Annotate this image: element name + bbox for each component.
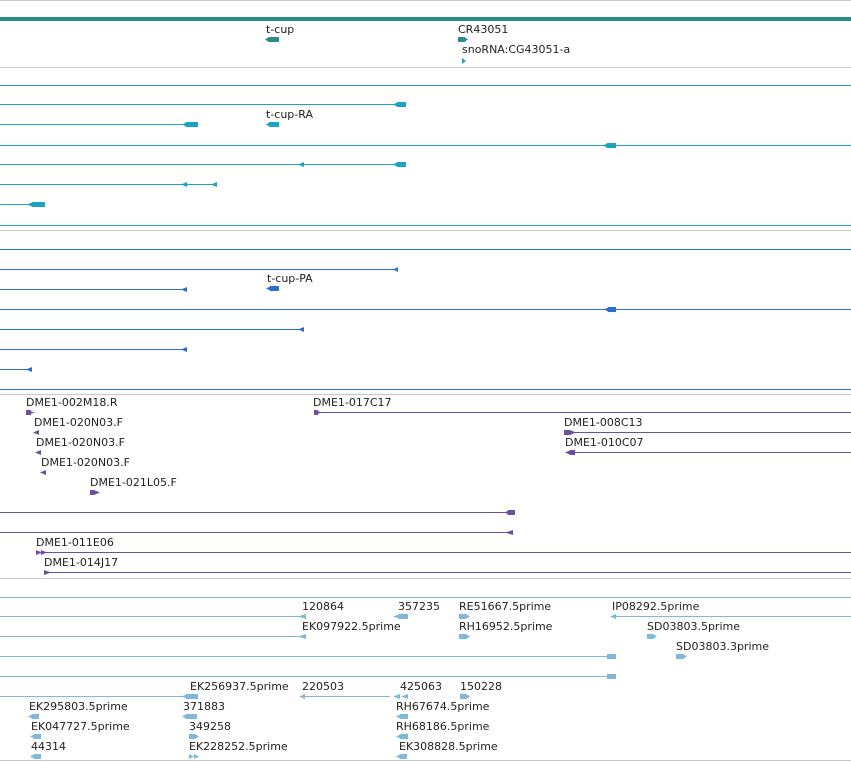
est-label[interactable]: RH67674.5prime — [396, 700, 490, 713]
track-separator — [0, 760, 851, 761]
gene-label[interactable]: CR43051 — [458, 23, 509, 36]
clone-label[interactable]: DME1-021L05.F — [90, 476, 177, 489]
gene-span-bar — [0, 17, 851, 21]
track-separator — [0, 67, 851, 68]
transcript-label[interactable]: t-cup-RA — [266, 108, 313, 121]
clone-label[interactable]: DME1-020N03.F — [36, 436, 125, 449]
est-label[interactable]: 349258 — [189, 720, 231, 733]
clone-label[interactable]: DME1-008C13 — [564, 416, 643, 429]
est-label[interactable]: RE51667.5prime — [459, 600, 552, 613]
clone-label[interactable]: DME1-011E06 — [36, 536, 114, 549]
gene-label[interactable]: snoRNA:CG43051-a — [462, 43, 571, 56]
gene-label[interactable]: t-cup — [266, 23, 295, 36]
transcript-glyph-t-cup-RA — [269, 122, 279, 127]
est-label[interactable]: 425063 — [400, 680, 442, 693]
est-label[interactable]: IP08292.5prime — [612, 600, 700, 613]
est-label[interactable]: RH16952.5prime — [459, 620, 553, 633]
est-label[interactable]: SD03803.5prime — [647, 620, 740, 633]
track-separator — [0, 578, 851, 579]
clone-label[interactable]: DME1-010C07 — [565, 436, 644, 449]
protein-glyph-t-cup-PA — [270, 286, 279, 291]
est-label[interactable]: 120864 — [302, 600, 344, 613]
est-label[interactable]: EK097922.5prime — [302, 620, 401, 633]
est-track — [0, 597, 851, 759]
protein-track — [0, 249, 851, 390]
gene-arrow-CR43051 — [464, 37, 468, 42]
est-label[interactable]: SD03803.3prime — [676, 640, 769, 653]
est-label[interactable]: EK295803.5prime — [29, 700, 128, 713]
est-label[interactable]: 150228 — [460, 680, 502, 693]
clone-label[interactable]: DME1-017C17 — [313, 396, 392, 409]
est-label[interactable]: 44314 — [31, 740, 66, 753]
est-label[interactable]: EK228252.5prime — [189, 740, 288, 753]
est-label[interactable]: EK047727.5prime — [31, 720, 130, 733]
gene-glyph-snoRNA[interactable] — [462, 58, 466, 64]
track-separator — [0, 230, 851, 231]
clone-label[interactable]: DME1-020N03.F — [41, 456, 130, 469]
track-separator — [0, 394, 851, 395]
transcript-track — [0, 85, 851, 226]
est-label[interactable]: EK256937.5prime — [190, 680, 289, 693]
clone-track — [0, 410, 851, 575]
est-label[interactable]: 371883 — [183, 700, 225, 713]
gene-glyph-t-cup[interactable] — [268, 37, 279, 42]
clone-label[interactable]: DME1-014J17 — [44, 556, 119, 569]
protein-label[interactable]: t-cup-PA — [267, 272, 313, 285]
clone-label[interactable]: DME1-002M18.R — [26, 396, 118, 409]
est-label[interactable]: 357235 — [398, 600, 440, 613]
track-separator — [0, 0, 851, 1]
est-label[interactable]: 220503 — [302, 680, 344, 693]
est-label[interactable]: RH68186.5prime — [396, 720, 490, 733]
gene-arrow-t-cup — [265, 37, 269, 42]
est-label[interactable]: EK308828.5prime — [399, 740, 498, 753]
gene-glyph-CR43051[interactable] — [458, 37, 465, 42]
clone-label[interactable]: DME1-020N03.F — [34, 416, 123, 429]
